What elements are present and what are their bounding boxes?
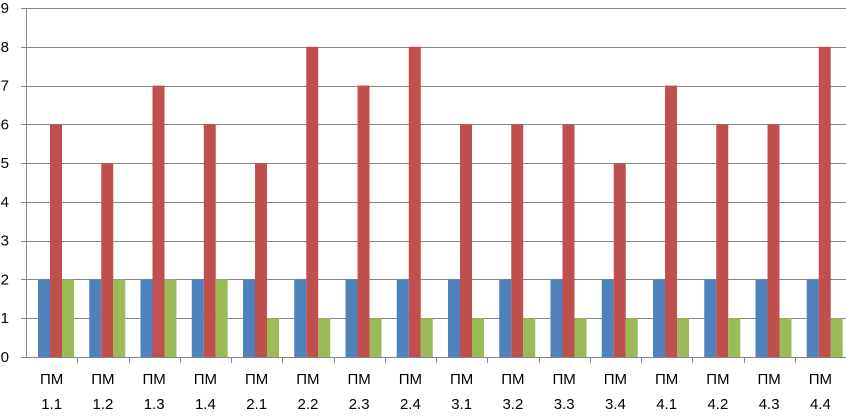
x-category-label-prefix: ПМ: [296, 371, 319, 388]
bar-series-3: [523, 318, 536, 357]
bar-series-2: [306, 46, 319, 358]
bar-series-3: [625, 318, 638, 357]
bar-series-1: [396, 279, 409, 357]
bar-series-1: [653, 279, 665, 357]
bar-series-2: [255, 163, 267, 357]
y-tick-label: 2: [1, 271, 9, 288]
bars: [38, 46, 843, 358]
x-category-label-number: 1.1: [41, 396, 62, 413]
bar-series-3: [318, 318, 331, 357]
bar-series-1: [550, 279, 563, 357]
x-category-label-prefix: ПМ: [142, 371, 165, 388]
x-category-label-number: 4.3: [759, 396, 780, 413]
bar-series-2: [562, 124, 575, 357]
bar-series-2: [203, 124, 216, 357]
x-category-label-number: 4.4: [810, 396, 831, 413]
bar-series-3: [830, 318, 843, 357]
bar-series-1: [38, 279, 50, 357]
x-category-label-number: 2.3: [349, 396, 370, 413]
y-tick-label: 0: [1, 349, 9, 366]
bar-series-1: [140, 279, 153, 357]
bar-series-3: [164, 279, 177, 357]
x-category-label-number: 2.2: [297, 396, 318, 413]
x-category-label-prefix: ПМ: [347, 371, 370, 388]
bar-series-1: [243, 279, 255, 357]
bar-series-3: [728, 318, 741, 357]
y-tick-label: 4: [1, 194, 9, 211]
bar-series-1: [448, 279, 460, 357]
x-category-label-prefix: ПМ: [399, 371, 422, 388]
bar-series-2: [716, 124, 729, 357]
y-tick-label: 3: [1, 233, 9, 250]
bar-series-3: [369, 318, 382, 357]
bar-series-1: [191, 279, 204, 357]
bar-series-2: [101, 163, 114, 357]
x-category-label-prefix: ПМ: [552, 371, 575, 388]
bar-series-1: [294, 279, 307, 357]
y-tick-label: 7: [1, 78, 9, 95]
x-category-label-number: 3.2: [502, 396, 523, 413]
axes: [21, 8, 846, 363]
bar-series-2: [511, 124, 524, 357]
bar-series-3: [113, 279, 126, 357]
x-category-label-prefix: ПМ: [706, 371, 729, 388]
y-tick-label: 1: [1, 310, 9, 327]
x-category-label-number: 3.4: [605, 396, 626, 413]
x-category-label-prefix: ПМ: [757, 371, 780, 388]
bar-series-1: [755, 279, 768, 357]
bar-series-2: [152, 85, 165, 358]
x-category-label-number: 1.4: [195, 396, 216, 413]
bar-series-1: [499, 279, 512, 357]
bar-series-3: [420, 318, 433, 357]
bar-series-3: [472, 318, 484, 357]
x-category-label-prefix: ПМ: [91, 371, 114, 388]
bar-series-2: [665, 85, 677, 358]
bar-series-3: [677, 318, 689, 357]
bar-series-1: [601, 279, 614, 357]
x-category-label-number: 4.1: [656, 396, 677, 413]
x-category-label-number: 3.1: [451, 396, 472, 413]
bar-series-3: [267, 318, 279, 357]
bar-series-3: [574, 318, 587, 357]
bar-series-2: [767, 124, 780, 357]
bar-series-2: [613, 163, 626, 357]
x-category-label-number: 3.3: [554, 396, 575, 413]
bar-series-2: [50, 124, 62, 357]
bar-series-2: [460, 124, 472, 357]
x-category-label-prefix: ПМ: [604, 371, 627, 388]
bar-series-3: [215, 279, 228, 357]
x-category-label-prefix: ПМ: [501, 371, 524, 388]
y-tick-labels: 0 1 2 3 4 5 6 7 8 9: [1, 0, 9, 366]
bar-series-2: [818, 46, 831, 358]
y-tick-label: 9: [1, 0, 9, 17]
x-category-label-number: 2.4: [400, 396, 421, 413]
x-category-label-prefix: ПМ: [450, 371, 473, 388]
x-category-label-number: 2.1: [246, 396, 267, 413]
bar-series-1: [89, 279, 102, 357]
x-category-label-number: 4.2: [707, 396, 728, 413]
bar-series-2: [357, 85, 370, 358]
x-category-label-number: 1.2: [92, 396, 113, 413]
bar-series-2: [408, 46, 421, 358]
x-category-label-prefix: ПМ: [809, 371, 832, 388]
x-category-labels: ПМ 1.1 ПМ 1.2 ПМ 1.3 ПМ 1.4 ПМ 2.1 ПМ 2.2 ПМ 2.3 ПМ 2.4…: [40, 371, 832, 413]
x-category-label-prefix: ПМ: [40, 371, 63, 388]
bar-series-1: [345, 279, 358, 357]
x-category-label-number: 1.3: [144, 396, 165, 413]
bar-series-3: [62, 279, 74, 357]
y-tick-label: 8: [1, 39, 9, 56]
bar-series-1: [704, 279, 717, 357]
x-category-label-prefix: ПМ: [655, 371, 678, 388]
bar-series-1: [806, 279, 819, 357]
x-category-label-prefix: ПМ: [245, 371, 268, 388]
x-category-label-prefix: ПМ: [194, 371, 217, 388]
bar-series-3: [779, 318, 792, 357]
y-tick-label: 6: [1, 116, 9, 133]
y-tick-label: 5: [1, 155, 9, 172]
